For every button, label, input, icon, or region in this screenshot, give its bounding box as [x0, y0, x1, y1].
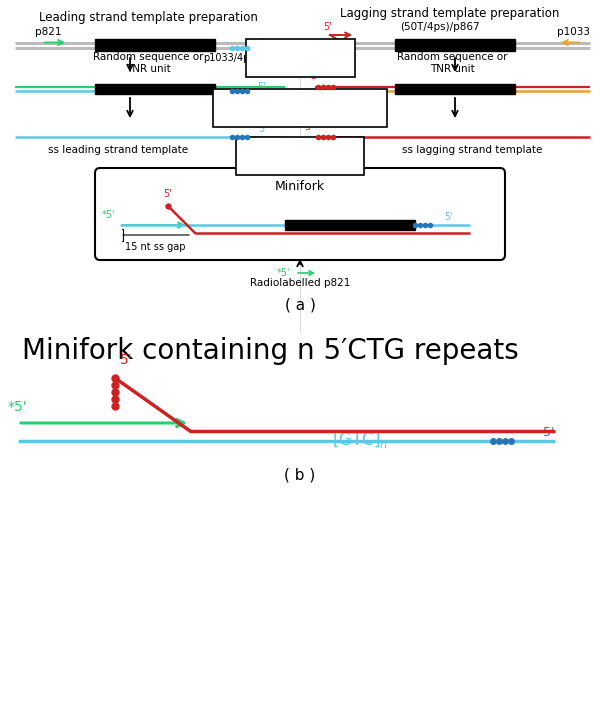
Text: 5': 5': [311, 71, 319, 81]
Text: Random sequence or
TNR unit: Random sequence or TNR unit: [93, 52, 203, 74]
Text: *5': *5': [8, 400, 28, 414]
Text: Minifork containing n 5′CTG repeats: Minifork containing n 5′CTG repeats: [22, 337, 518, 365]
Text: 5': 5': [323, 22, 332, 32]
Text: 5': 5': [164, 189, 172, 199]
FancyBboxPatch shape: [95, 168, 505, 260]
Text: 15 nt ss gap: 15 nt ss gap: [125, 242, 185, 252]
Text: p821: p821: [35, 27, 62, 37]
Text: p1033/4ps: p1033/4ps: [203, 53, 255, 63]
Text: 5': 5': [257, 82, 266, 92]
FancyBboxPatch shape: [236, 137, 364, 175]
Text: Minifork: Minifork: [275, 181, 325, 193]
Bar: [95, 39, 215, 51]
Text: (50T/4ps)/p867: (50T/4ps)/p867: [400, 22, 479, 32]
Text: 5': 5': [258, 37, 267, 48]
Bar: [95, 84, 215, 94]
Text: Step 1:
PCR: Step 1: PCR: [280, 47, 320, 69]
FancyBboxPatch shape: [246, 39, 355, 77]
Text: Step 3:
hybridization: Step 3: hybridization: [263, 146, 337, 167]
Text: Random sequence or
TNR unit: Random sequence or TNR unit: [397, 52, 507, 74]
Text: [GTC]$_n$: [GTC]$_n$: [332, 430, 388, 451]
Text: 5': 5': [258, 124, 267, 134]
Text: Leading strand template preparation: Leading strand template preparation: [38, 11, 257, 23]
Text: p1033: p1033: [557, 27, 590, 37]
Text: *5': *5': [101, 210, 115, 220]
Text: 5': 5': [543, 427, 554, 439]
Text: Lagging strand template preparation: Lagging strand template preparation: [340, 8, 560, 20]
FancyBboxPatch shape: [213, 89, 387, 127]
Text: ss leading strand template: ss leading strand template: [48, 145, 188, 155]
Text: *5': *5': [277, 268, 290, 278]
Bar: [285, 220, 415, 230]
Text: ( b ): ( b ): [284, 467, 316, 482]
Text: 5': 5': [304, 122, 313, 132]
Text: Radiolabelled p821: Radiolabelled p821: [250, 278, 350, 288]
Bar: [395, 84, 515, 94]
Bar: [395, 39, 515, 51]
Text: ( a ): ( a ): [284, 297, 316, 313]
Text: 5': 5': [444, 212, 453, 222]
Text: 5': 5': [120, 353, 133, 367]
Text: ss lagging strand template: ss lagging strand template: [402, 145, 542, 155]
Text: Step 2:
T7 exonuclease digestion: Step 2: T7 exonuclease digestion: [229, 97, 371, 119]
